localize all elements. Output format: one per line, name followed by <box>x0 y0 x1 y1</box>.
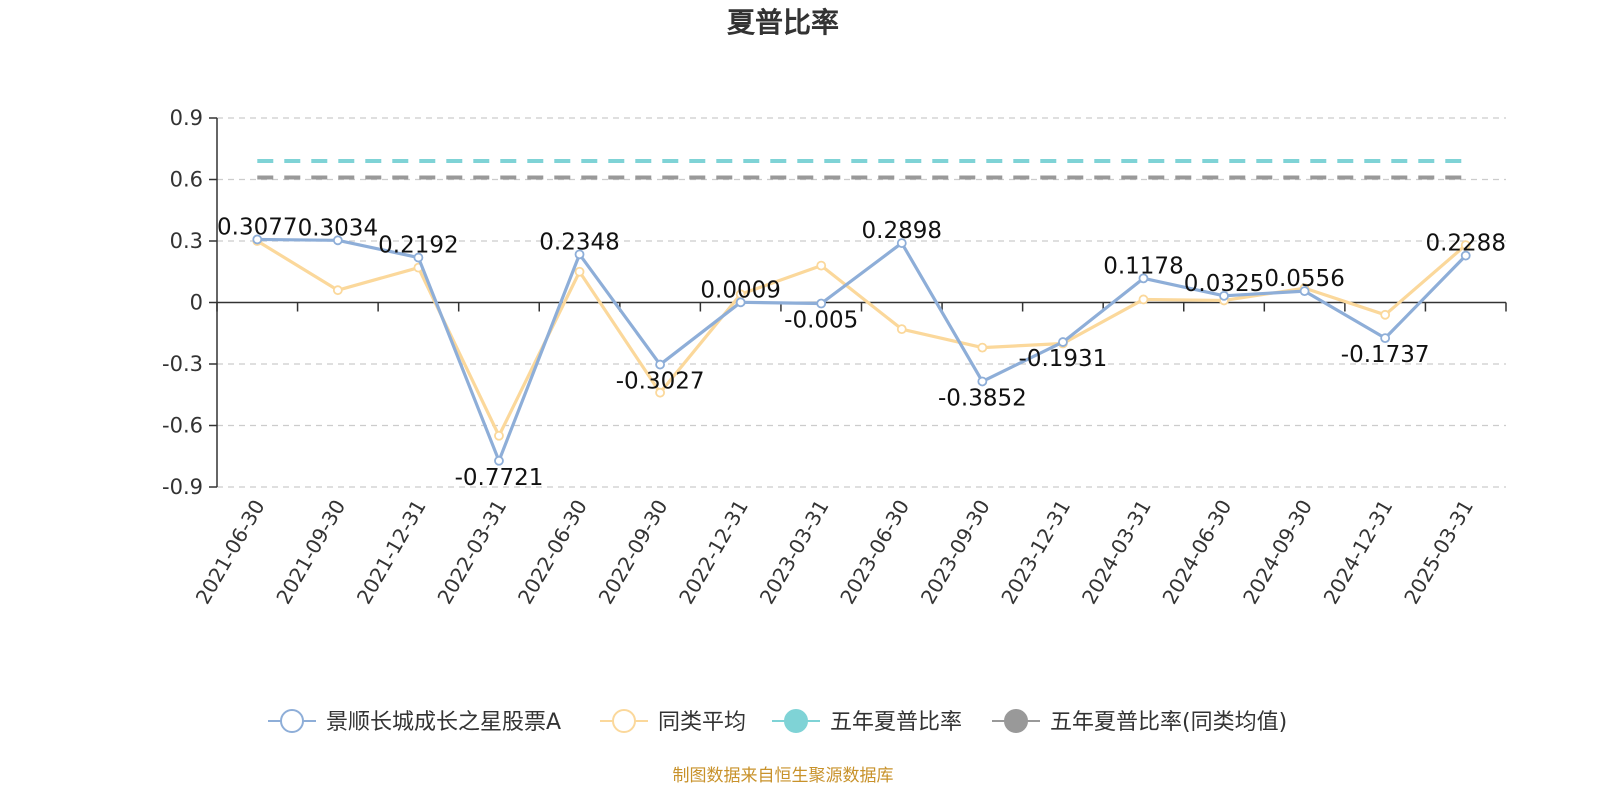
data-point <box>735 297 746 308</box>
data-point <box>655 359 665 370</box>
data-point <box>1219 290 1229 301</box>
legend-swatch-marker <box>1004 709 1028 733</box>
data-label: -0.1931 <box>1019 346 1108 372</box>
data-label: -0.3852 <box>938 385 1027 411</box>
data-label: -0.3027 <box>616 369 705 395</box>
legend-swatch-marker <box>612 709 636 733</box>
legend-label: 五年夏普比率 <box>830 710 962 735</box>
data-point <box>816 298 827 309</box>
data-point <box>816 260 827 271</box>
y-tick-label: -0.3 <box>162 352 203 376</box>
data-label: 0.1178 <box>1103 253 1183 279</box>
data-label: -0.005 <box>784 308 858 334</box>
data-point <box>896 324 907 335</box>
grid-lines <box>217 117 1506 488</box>
data-label: -0.7721 <box>455 465 544 491</box>
data-point <box>574 249 585 260</box>
legend[interactable]: 景顺长城成长之星股票A 同类平均 五年夏普比率 五年夏普比率(同类均值) <box>268 709 1287 735</box>
legend-item[interactable]: 五年夏普比率 <box>772 709 962 735</box>
x-tick-label: 2024-12-31 <box>1319 496 1398 609</box>
data-label: 0.3077 <box>217 214 297 240</box>
data-point <box>332 285 343 296</box>
legend-label: 景顺长城成长之星股票A <box>326 710 561 735</box>
data-label: 0.2348 <box>539 229 619 255</box>
x-tick-label: 2021-09-30 <box>271 496 350 609</box>
x-tick-label: 2024-06-30 <box>1157 496 1236 609</box>
x-tick-label: 2023-03-31 <box>755 496 834 609</box>
legend-swatch-marker <box>784 709 808 733</box>
x-tick-label: 2022-12-31 <box>674 496 753 609</box>
reference-lines <box>257 159 1466 180</box>
data-label: 0.2898 <box>862 218 942 244</box>
x-tick-label: 2023-06-30 <box>835 496 914 609</box>
x-tick-label: 2023-09-30 <box>916 496 995 609</box>
data-label: 0.2192 <box>378 233 458 259</box>
data-point <box>494 455 504 466</box>
y-tick-label: 0 <box>190 291 203 315</box>
chart-title: 夏普比率 <box>727 6 839 39</box>
data-point <box>1380 309 1391 320</box>
data-point <box>1138 294 1149 305</box>
data-point <box>413 252 424 263</box>
data-label: 0.3034 <box>298 215 378 241</box>
data-label: 0.2288 <box>1425 231 1505 257</box>
series-lines <box>252 234 1471 466</box>
data-point <box>977 342 988 353</box>
data-label: 0.0009 <box>700 277 780 303</box>
x-tick-label: 2024-03-31 <box>1077 496 1156 609</box>
x-tick-label: 2023-12-31 <box>996 496 1075 609</box>
series-line <box>257 237 1467 463</box>
data-point <box>655 387 665 398</box>
data-point <box>1058 337 1068 347</box>
x-tick-label: 2022-03-31 <box>432 496 511 609</box>
x-tick-label: 2021-12-31 <box>352 496 431 609</box>
legend-swatch-marker <box>280 709 304 733</box>
legend-item[interactable]: 同类平均 <box>600 709 746 735</box>
y-tick-label: -0.6 <box>162 414 203 438</box>
x-tick-label: 2021-06-30 <box>191 496 270 609</box>
data-point <box>252 234 263 245</box>
y-tick-label: 0.6 <box>170 168 203 192</box>
x-tick-label: 2022-09-30 <box>594 496 673 609</box>
data-point <box>1380 333 1391 344</box>
data-point <box>574 266 585 277</box>
legend-item[interactable]: 五年夏普比率(同类均值) <box>992 709 1287 735</box>
x-tick-label: 2024-09-30 <box>1238 496 1317 609</box>
data-label: 0.0325 <box>1184 271 1264 297</box>
data-point <box>1460 250 1471 261</box>
y-tick-label: 0.9 <box>170 106 203 130</box>
data-source-note: 制图数据来自恒生聚源数据库 <box>673 766 894 786</box>
legend-label: 五年夏普比率(同类均值) <box>1050 710 1287 735</box>
x-axis: 2021-06-30 2021-09-30 2021-12-31 2022-03-31… <box>191 301 1507 609</box>
data-label: 0.0556 <box>1264 266 1344 292</box>
y-axis: 0.9 0.6 0.3 0 -0.3 -0.6 -0.9 <box>162 106 218 499</box>
data-point <box>332 235 343 246</box>
x-tick-label: 2025-03-31 <box>1399 496 1478 609</box>
y-tick-label: -0.9 <box>162 475 203 499</box>
data-point <box>977 376 988 387</box>
y-tick-label: 0.3 <box>170 229 203 253</box>
data-point <box>896 238 907 248</box>
data-point <box>494 430 504 441</box>
legend-item[interactable]: 景顺长城成长之星股票A <box>268 709 561 735</box>
data-point <box>1460 240 1471 251</box>
data-label: -0.1737 <box>1341 342 1430 368</box>
data-point <box>1299 286 1310 297</box>
data-point <box>1138 273 1149 284</box>
x-tick-label: 2022-06-30 <box>513 496 592 609</box>
legend-label: 同类平均 <box>658 710 746 735</box>
